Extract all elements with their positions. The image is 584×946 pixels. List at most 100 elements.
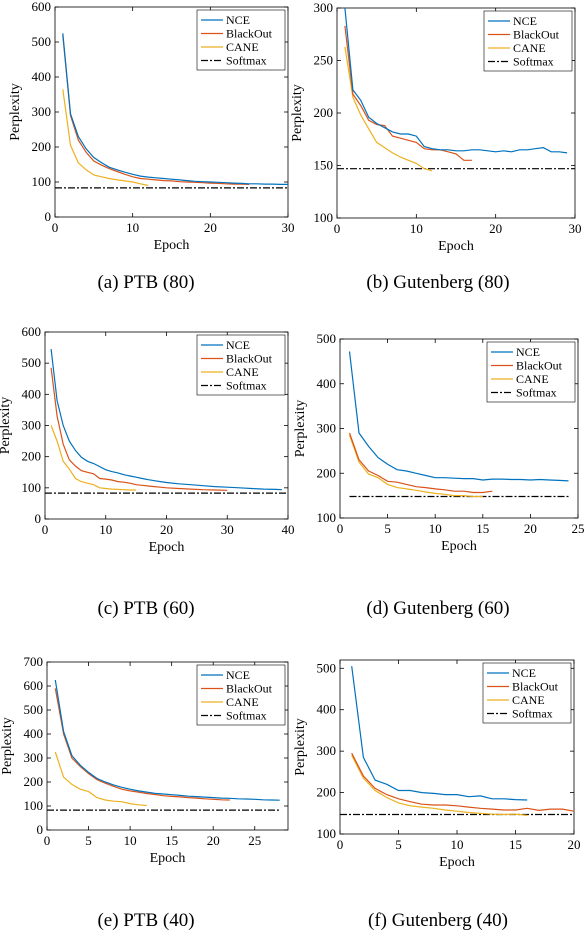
x-axis-label: Epoch <box>154 238 190 253</box>
series-line-cane <box>54 751 147 807</box>
chart-e: 0 5 10 15 20 25 0 100 200 300 400 500 600 700 Epoch Per… <box>0 654 289 866</box>
series-line-blackout <box>351 752 574 812</box>
x-tick-label: 20 <box>524 521 537 536</box>
chart-panel-e: 0 5 10 15 20 25 0 100 200 300 400 500 600 700 Epoch Per… <box>0 650 292 946</box>
series-line-cane <box>344 46 433 172</box>
series-line-blackout <box>54 688 230 801</box>
series-line-nce <box>344 8 568 154</box>
y-tick-label: 400 <box>317 702 337 717</box>
y-axis-label: Perplexity <box>0 717 15 775</box>
x-axis-label: Epoch <box>150 851 186 866</box>
x-tick-label: 0 <box>337 837 344 852</box>
x-tick-label: 40 <box>282 522 295 537</box>
series-line-blackout <box>50 367 228 491</box>
caption-e: (e) PTB (40) <box>97 910 195 931</box>
x-tick-label: 0 <box>42 522 49 537</box>
legend-label-cane: CANE <box>513 41 546 55</box>
y-axis-label: Perplexity <box>293 718 308 776</box>
x-tick-label: 30 <box>221 522 234 537</box>
series-line-cane <box>351 755 528 816</box>
y-tick-label: 0 <box>45 209 52 224</box>
y-tick-label: 400 <box>32 69 52 84</box>
legend-label-blackout: BlackOut <box>513 28 560 42</box>
x-tick-label: 10 <box>410 221 423 236</box>
x-axis-label: Epoch <box>149 540 185 555</box>
x-tick-label: 5 <box>384 521 391 536</box>
chart-panel-c: 0 10 20 30 40 0 100 200 300 400 500 600 Epoch Perplex… <box>0 322 295 632</box>
series-line-blackout <box>344 25 472 161</box>
x-tick-label: 20 <box>160 522 173 537</box>
x-tick-label: 10 <box>451 837 464 852</box>
x-tick-label: 0 <box>44 833 51 848</box>
x-tick-label: 10 <box>429 521 442 536</box>
x-tick-label: 20 <box>207 833 220 848</box>
y-tick-label: 400 <box>317 376 337 391</box>
y-tick-label: 100 <box>314 210 334 225</box>
legend-label-cane: CANE <box>516 372 549 386</box>
legend-label-softmax: Softmax <box>226 379 267 393</box>
y-tick-label: 200 <box>317 465 337 480</box>
y-tick-label: 500 <box>32 34 52 49</box>
legend-label-softmax: Softmax <box>513 55 554 69</box>
x-tick-label: 25 <box>248 833 261 848</box>
y-tick-label: 200 <box>314 105 334 120</box>
y-tick-label: 500 <box>317 660 337 675</box>
y-tick-label: 200 <box>317 785 337 800</box>
chart-panel-a: 0 10 20 30 0 100 200 300 400 500 600 Epoch Perplexit… <box>0 0 295 300</box>
x-tick-label: 5 <box>85 833 92 848</box>
legend-label-nce: NCE <box>512 666 536 680</box>
y-tick-label: 500 <box>24 702 44 717</box>
legend-label-cane: CANE <box>226 695 259 709</box>
x-tick-label: 10 <box>99 522 112 537</box>
x-tick-label: 30 <box>569 221 582 236</box>
x-tick-label: 10 <box>126 220 139 235</box>
caption-b: (b) Gutenberg (80) <box>366 272 510 293</box>
chart-panel-f: 0 5 10 15 20 100 200 300 400 500 Epoch Perplexity NC… <box>292 650 584 946</box>
x-axis-label: Epoch <box>439 855 475 870</box>
legend-label-cane: CANE <box>512 693 545 707</box>
legend-label-nce: NCE <box>513 14 537 28</box>
y-tick-label: 100 <box>32 174 52 189</box>
y-tick-label: 200 <box>22 449 42 464</box>
y-tick-label: 250 <box>314 53 334 68</box>
legend-label-blackout: BlackOut <box>512 680 559 694</box>
caption-d: (d) Gutenberg (60) <box>366 598 510 619</box>
y-tick-label: 600 <box>22 324 42 339</box>
legend-label-nce: NCE <box>516 345 540 359</box>
plot-frame <box>46 661 289 831</box>
legend-label-blackout: BlackOut <box>516 359 563 373</box>
legend-label-blackout: BlackOut <box>226 27 273 41</box>
series-line-nce <box>54 679 280 801</box>
x-tick-label: 5 <box>395 837 402 852</box>
x-tick-label: 15 <box>476 521 489 536</box>
y-tick-label: 700 <box>24 654 44 669</box>
legend-label-blackout: BlackOut <box>226 352 273 366</box>
series-line-blackout <box>348 432 493 494</box>
y-tick-label: 300 <box>32 104 52 119</box>
series-line-cane <box>50 425 137 491</box>
x-axis-label: Epoch <box>441 539 477 554</box>
x-tick-label: 25 <box>572 521 584 536</box>
series-line-nce <box>50 349 282 491</box>
y-axis-label: Perplexity <box>0 397 13 455</box>
y-tick-label: 400 <box>22 386 42 401</box>
series-line-nce <box>351 666 528 801</box>
legend-label-cane: CANE <box>226 40 259 54</box>
x-tick-label: 20 <box>568 837 581 852</box>
legend-label-nce: NCE <box>226 13 250 27</box>
chart-panel-d: 0 5 10 15 20 25 100 200 300 400 500 Epoch Perplexity… <box>292 322 584 632</box>
chart-panel-b: 0 10 20 30 100 150 200 250 300 Epoch Perplexity NCE… <box>290 0 584 300</box>
y-tick-label: 100 <box>22 480 42 495</box>
series-line-cane <box>62 89 149 187</box>
chart-d: 0 5 10 15 20 25 100 200 300 400 500 Epoch Perplexity… <box>293 331 584 554</box>
legend-label-cane: CANE <box>226 365 259 379</box>
y-axis-label: Perplexity <box>8 83 23 141</box>
y-tick-label: 500 <box>317 331 337 346</box>
caption-c: (c) PTB (60) <box>97 598 195 619</box>
